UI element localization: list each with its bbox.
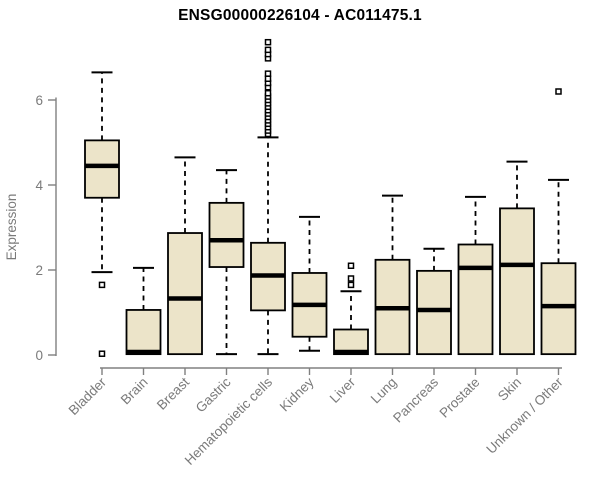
y-tick-label: 6 — [35, 93, 43, 108]
outlier-point — [347, 262, 355, 269]
outlier-point — [347, 281, 355, 289]
y-tick-label: 2 — [35, 263, 43, 278]
y-axis-title: Expression — [4, 194, 19, 261]
y-tick-label: 0 — [35, 348, 43, 363]
outlier-point — [98, 350, 106, 357]
x-tick-label: Liver — [327, 374, 359, 406]
box-brain — [125, 309, 162, 356]
outlier-point — [264, 75, 272, 82]
outlier-point — [264, 46, 272, 54]
outlier-point — [264, 38, 272, 46]
x-tick-label: Skin — [495, 375, 524, 404]
y-tick-label: 4 — [35, 178, 43, 193]
outlier-point — [264, 70, 272, 77]
outlier-point — [555, 88, 562, 95]
box-gastric — [208, 201, 245, 268]
box-unknown-other — [540, 262, 577, 356]
box-bladder — [84, 139, 120, 199]
box-prostate — [457, 243, 494, 356]
x-tick-label: Lung — [368, 375, 400, 407]
x-tick-label: Brain — [118, 375, 151, 408]
x-tick-label: Bladder — [66, 374, 110, 418]
box-pancreas — [416, 269, 452, 356]
x-tick-label: Unknown / Other — [483, 374, 566, 457]
x-tick-label: Gastric — [193, 374, 234, 415]
box-skin — [499, 207, 535, 356]
x-tick-label: Kidney — [277, 374, 317, 414]
outlier-point — [347, 275, 355, 282]
x-tick-label: Pancreas — [390, 374, 441, 425]
box-breast — [167, 232, 203, 356]
x-tick-label: Breast — [154, 374, 192, 412]
x-tick-label: Prostate — [436, 375, 482, 421]
outlier-point — [98, 281, 106, 289]
outlier-point — [264, 89, 272, 97]
chart-title: ENSG00000226104 - AC011475.1 — [178, 7, 422, 24]
